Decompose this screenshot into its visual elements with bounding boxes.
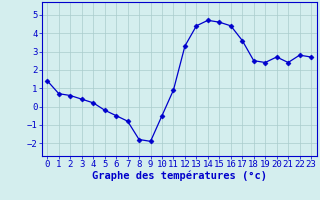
X-axis label: Graphe des températures (°c): Graphe des températures (°c) [92,171,267,181]
